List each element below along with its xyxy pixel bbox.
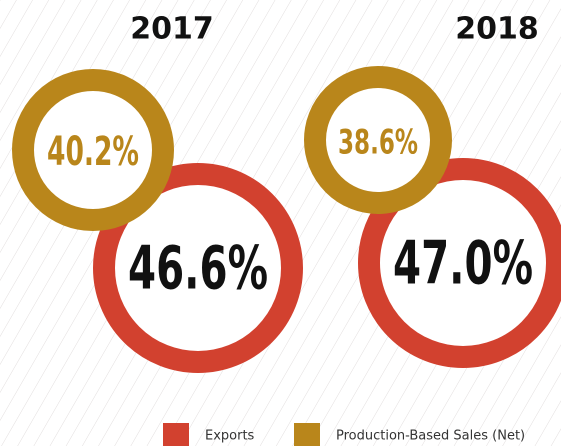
year-title: 2018 (455, 12, 539, 47)
value-label: 40.2% (47, 129, 139, 175)
ring (93, 163, 303, 373)
ring (304, 66, 452, 214)
value-label: 46.6% (128, 234, 268, 304)
year-title: 2017 (130, 12, 214, 47)
legend-swatch (294, 423, 320, 446)
legend-label: Exports (205, 429, 255, 444)
legend-label: Production-Based Sales (Net) (336, 429, 525, 444)
legend-swatch (163, 423, 189, 446)
value-label: 47.0% (393, 229, 533, 299)
ring (12, 69, 174, 231)
value-label: 38.6% (338, 123, 418, 163)
ring (358, 158, 561, 368)
